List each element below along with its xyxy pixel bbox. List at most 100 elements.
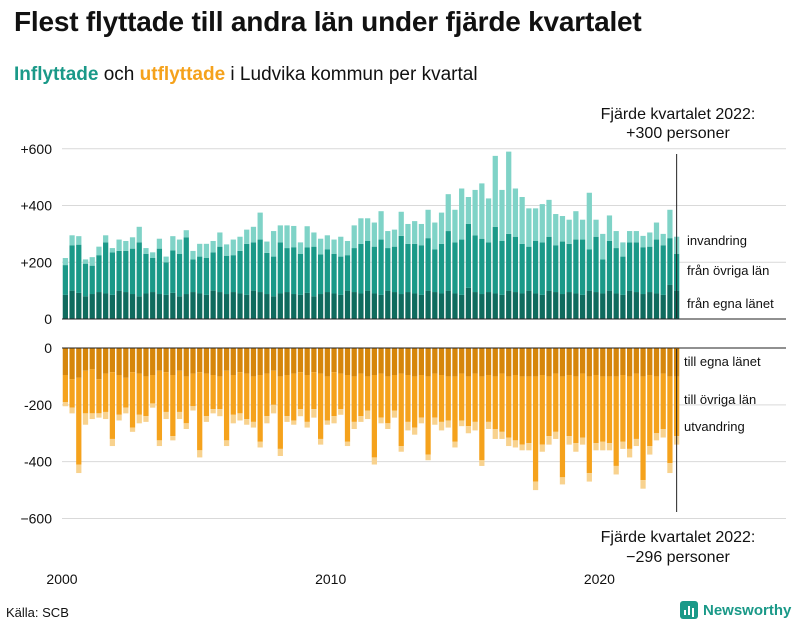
grid-layer	[62, 148, 786, 520]
bar-out-utvandring	[143, 416, 149, 422]
bar-out-utvandring	[277, 448, 283, 456]
bar-out-utvandring	[183, 423, 189, 429]
bar-in-ovriga	[291, 247, 297, 295]
bar-in-egna	[438, 293, 445, 319]
bar-out-ovriga	[257, 375, 263, 442]
subtitle-inflyttade: Inflyttade	[14, 64, 99, 85]
bar-in-invandring	[385, 231, 391, 249]
bar-in-invandring	[445, 194, 451, 232]
bar-out-ovriga	[284, 375, 290, 417]
bar-out-utvandring	[519, 444, 525, 451]
bar-out-egna	[620, 348, 626, 375]
bar-out-egna	[217, 348, 223, 377]
bar-in-egna	[109, 294, 115, 319]
bar-in-egna	[318, 294, 324, 319]
bar-in-egna	[136, 296, 142, 319]
bar-in-ovriga	[627, 242, 633, 291]
bar-in-ovriga	[82, 263, 89, 297]
bar-out-ovriga	[606, 376, 613, 444]
bar-out-ovriga	[270, 370, 277, 405]
bar-out-ovriga	[150, 375, 156, 404]
bar-out-utvandring	[579, 437, 586, 445]
bar-out-ovriga	[311, 372, 317, 410]
bar-in-egna	[69, 290, 75, 319]
bar-in-ovriga	[492, 226, 498, 294]
bar-out-ovriga	[452, 376, 458, 442]
bar-in-ovriga	[472, 235, 478, 293]
bar-out-ovriga	[647, 375, 653, 447]
bar-out-ovriga	[539, 375, 545, 445]
bar-in-ovriga	[324, 249, 330, 293]
bar-out-ovriga	[553, 373, 559, 432]
bar-out-ovriga	[344, 375, 351, 442]
chart-subtitle: Inflyttade och utflyttade i Ludvika komm…	[14, 64, 478, 86]
bar-out-egna	[613, 348, 619, 377]
bar-in-invandring	[532, 208, 539, 241]
bar-in-ovriga	[398, 235, 404, 295]
bar-out-utvandring	[197, 450, 203, 458]
bar-out-egna	[76, 348, 82, 378]
bar-out-ovriga	[304, 375, 310, 422]
bar-out-egna	[412, 348, 418, 377]
bar-out-ovriga	[237, 372, 243, 414]
bar-in-ovriga	[210, 252, 216, 291]
bar-out-ovriga	[143, 376, 149, 417]
bar-out-ovriga	[391, 375, 398, 411]
bar-in-ovriga	[183, 237, 189, 295]
bar-out-egna	[351, 348, 357, 377]
bar-in-invandring	[667, 209, 673, 239]
bar-out-utvandring	[418, 417, 424, 424]
bar-out-utvandring	[116, 414, 122, 421]
bar-out-egna	[284, 348, 290, 375]
bar-in-egna	[452, 293, 458, 319]
x-tick-label: 2000	[46, 571, 77, 587]
bar-out-ovriga	[378, 373, 384, 418]
bar-out-ovriga	[324, 376, 330, 421]
bar-out-egna	[277, 348, 283, 377]
bar-out-ovriga	[210, 375, 216, 410]
bar-out-ovriga	[244, 373, 250, 420]
bar-out-ovriga	[297, 372, 304, 410]
bar-in-invandring	[452, 209, 458, 243]
bar-out-egna	[593, 348, 599, 375]
bar-out-utvandring	[203, 416, 210, 422]
bar-out-utvandring	[156, 440, 163, 447]
bar-out-utvandring	[391, 410, 398, 418]
bar-out-utvandring	[459, 420, 465, 427]
bar-in-egna	[344, 290, 351, 319]
bar-in-egna	[371, 293, 377, 319]
bar-in-egna	[385, 290, 391, 319]
bar-out-ovriga	[613, 376, 619, 466]
bar-out-utvandring	[526, 443, 532, 451]
bar-out-utvandring	[344, 441, 351, 447]
bar-in-egna	[579, 294, 586, 319]
x-tick-label: 2020	[584, 571, 615, 587]
bar-in-egna	[150, 292, 156, 319]
bar-out-utvandring	[358, 416, 364, 422]
bar-in-invandring	[391, 229, 398, 247]
bar-out-egna	[176, 348, 183, 371]
series-label: invandring	[687, 233, 747, 248]
bar-out-egna	[640, 348, 646, 377]
bar-in-egna	[210, 290, 216, 319]
bar-out-utvandring	[600, 441, 606, 451]
brand[interactable]: Newsworthy	[680, 601, 791, 619]
bar-in-egna	[250, 290, 257, 319]
bar-out-egna	[445, 348, 451, 377]
bar-out-egna	[391, 348, 398, 375]
bar-in-invandring	[586, 192, 592, 250]
bar-in-invandring	[223, 244, 230, 256]
bar-in-ovriga	[358, 243, 364, 294]
bar-in-invandring	[270, 231, 277, 257]
bar-in-egna	[539, 294, 545, 319]
bar-in-invandring	[640, 235, 646, 248]
bar-in-egna	[532, 293, 539, 319]
bar-in-egna	[197, 293, 203, 319]
annotation-top-text: +300 personer	[626, 125, 730, 142]
bar-in-invandring	[438, 212, 445, 244]
bar-out-ovriga	[438, 375, 445, 422]
bar-in-ovriga	[479, 238, 485, 295]
bar-in-invandring	[277, 225, 283, 243]
bar-in-egna	[613, 293, 619, 319]
bar-in-egna	[660, 294, 666, 319]
